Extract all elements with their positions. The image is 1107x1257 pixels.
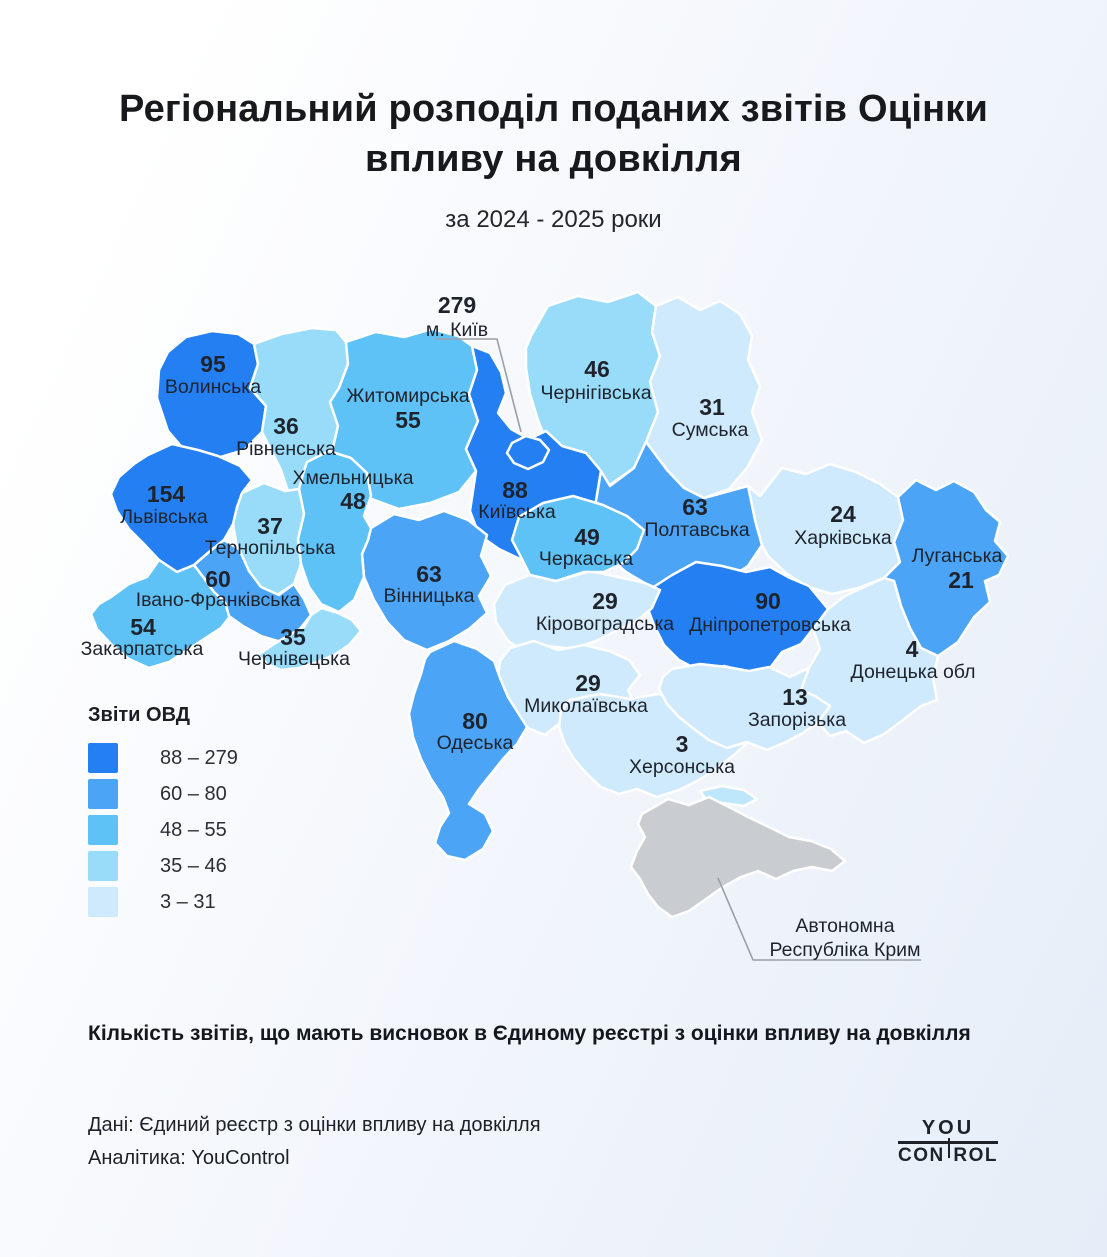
page-title-line2: впливу на довкілля (365, 138, 742, 181)
region-kirovohradska (492, 569, 662, 654)
label-sumska-value: 31 (699, 394, 725, 420)
label-cherkaska-name: Черкаська (539, 548, 633, 570)
header: Регіональний розподіл поданих звітів Оці… (0, 84, 1107, 234)
label-cherkaska-value: 49 (574, 524, 600, 550)
label-lvivska-value: 154 (147, 481, 186, 507)
label-sumska-name: Сумська (672, 419, 749, 441)
label-vinnytska-value: 63 (416, 561, 442, 587)
label-kirovohradska-name: Кіровоградська (536, 613, 674, 635)
region-vinnytska (360, 509, 493, 652)
label-kyivska-value: 88 (502, 477, 528, 503)
legend-swatch-tier2 (88, 779, 118, 809)
data-source-line: Дані: Єдиний реєстр з оцінки впливу на д… (88, 1114, 541, 1136)
legend-row: 48 – 55 (88, 815, 238, 845)
region-chernivetska (256, 606, 363, 672)
label-khmelnytska-value: 48 (340, 488, 366, 514)
label-vinnytska-name: Вінницька (384, 585, 475, 607)
label-donetska-name: Донецька обл (851, 661, 976, 683)
region-zhytomyrska (328, 327, 480, 511)
legend-label-tier1: 88 – 279 (160, 746, 238, 769)
logo-text-con: CON (898, 1145, 945, 1166)
label-odeska-name: Одеська (437, 732, 514, 754)
legend-label-tier2: 60 – 80 (160, 782, 227, 805)
logo-text-you: YOU (921, 1117, 975, 1139)
label-mykolaivska-value: 29 (575, 670, 601, 696)
label-ternopilska-name: Тернопільська (205, 537, 335, 559)
page-subtitle: за 2024 - 2025 роки (445, 206, 662, 234)
region-crimea (629, 795, 847, 919)
label-odeska-value: 80 (462, 708, 488, 734)
region-dnipropetrovska (645, 560, 830, 674)
legend-label-tier4: 35 – 46 (160, 854, 227, 877)
legend: Звіти ОВД 88 – 279 60 – 80 48 – 55 35 – … (88, 704, 238, 923)
legend-row: 60 – 80 (88, 779, 238, 809)
label-khersonska-name: Херсонська (629, 756, 735, 778)
logo-text-control: CON ROL (898, 1138, 998, 1167)
region-cherkaska (510, 494, 646, 583)
region-luhanska (882, 478, 1010, 658)
label-kyivska-name: Київська (478, 501, 556, 523)
label-kyiv-city-name: м. Київ (426, 319, 488, 341)
label-kyiv-city-value: 279 (438, 292, 476, 318)
label-zaporizka-name: Запорізька (748, 709, 846, 731)
label-crimea-name-line2: Республіка Крим (769, 939, 920, 961)
label-chernihivska-name: Чернігівська (540, 382, 651, 404)
label-chernivetska-name: Чернівецька (238, 648, 350, 670)
label-lvivska-name: Львівська (120, 506, 208, 528)
region-zaporizka (657, 662, 832, 752)
legend-label-tier3: 48 – 55 (160, 818, 227, 841)
page-title: Регіональний розподіл поданих звітів Оці… (0, 84, 1107, 184)
label-mykolaivska-name: Миколаївська (524, 695, 648, 717)
label-rivnenska-name: Рівненська (236, 438, 336, 460)
label-donetska-value: 4 (906, 636, 919, 662)
label-volynska-name: Волинська (165, 376, 261, 398)
label-luhanska-name: Луганська (912, 545, 1003, 567)
label-ternopilska-value: 37 (257, 513, 283, 539)
label-kirovohradska-value: 29 (592, 588, 618, 614)
kyiv-callout-line (435, 338, 522, 433)
label-kharkivska-name: Харківська (794, 527, 892, 549)
label-volynska-value: 95 (200, 351, 226, 377)
legend-row: 3 – 31 (88, 887, 238, 917)
label-zhytomyrska-value: 55 (395, 407, 421, 433)
label-kharkivska-value: 24 (830, 501, 856, 527)
region-kyiv-city (505, 434, 551, 471)
label-poltavska-value: 63 (682, 494, 708, 520)
label-zaporizka-value: 13 (782, 684, 808, 710)
region-odeska (407, 639, 529, 862)
label-ivano-frankivska-name: Івано-Франківська (136, 589, 301, 611)
label-zakarpatska-value: 54 (130, 614, 156, 640)
label-zakarpatska-name: Закарпатська (81, 638, 204, 660)
legend-row: 88 – 279 (88, 743, 238, 773)
label-crimea-name-line1: Автономна (795, 915, 894, 937)
label-rivnenska-value: 36 (273, 413, 299, 439)
legend-row: 35 – 46 (88, 851, 238, 881)
label-zhytomyrska-name: Житомирська (346, 385, 469, 407)
analytics-line: Аналітика: YouControl (88, 1147, 290, 1169)
label-khersonska-value: 3 (676, 731, 689, 757)
label-khmelnytska-name: Хмельницька (293, 467, 414, 489)
region-zakarpatska (89, 558, 233, 670)
legend-swatch-tier3 (88, 815, 118, 845)
label-dnipropetrovska-value: 90 (755, 588, 781, 614)
logo-t-bar (947, 1138, 951, 1158)
label-chernihivska-value: 46 (584, 356, 610, 382)
legend-swatch-tier4 (88, 851, 118, 881)
legend-title: Звіти ОВД (88, 704, 191, 726)
legend-swatch-tier1 (88, 743, 118, 773)
region-sumska (644, 295, 764, 500)
page-title-line1: Регіональний розподіл поданих звітів Оці… (118, 88, 989, 130)
label-luhanska-value: 21 (948, 567, 974, 593)
label-ivano-frankivska-value: 60 (205, 566, 231, 592)
legend-label-tier5: 3 – 31 (160, 890, 216, 913)
crimea-callout-line (717, 877, 921, 961)
footer-note: Кількість звітів, що мають висновок в Єд… (88, 1022, 971, 1045)
logo-text-rol: ROL (953, 1145, 998, 1166)
label-chernivetska-value: 35 (280, 624, 306, 650)
label-dnipropetrovska-name: Дніпропетровська (689, 614, 851, 636)
legend-swatch-tier5 (88, 887, 118, 917)
youcontrol-logo: YOU CON ROL (898, 1117, 998, 1167)
label-poltavska-name: Полтавська (644, 519, 749, 541)
